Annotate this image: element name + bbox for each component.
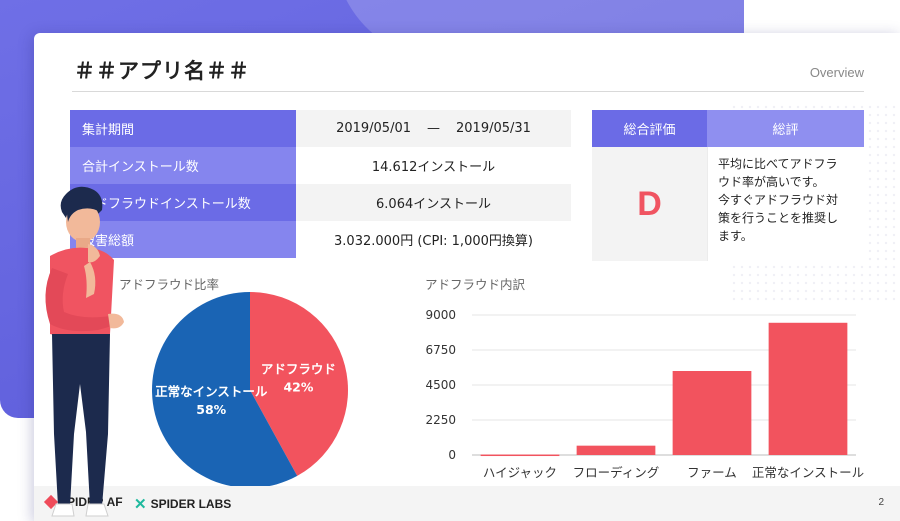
- period-to: 2019/05/31: [456, 121, 531, 136]
- damage-value: 3.032.000円 (CPI: 1,000円換算): [296, 221, 571, 258]
- bar: [576, 445, 656, 455]
- comment-line: ウド率が高いです。: [718, 175, 825, 189]
- comment-line: 今すぐアドフラウド対: [718, 193, 839, 207]
- x-tick-label: 正常なインストール: [752, 465, 864, 480]
- report-slide: ＃＃アプリ名＃＃ Overview 集計期間 2019/05/01 — 2019…: [34, 33, 900, 521]
- period-value: 2019/05/01 — 2019/05/31: [296, 110, 571, 147]
- period-label: 集計期間: [70, 110, 296, 147]
- grade-header: 総合評価: [592, 110, 707, 147]
- y-tick-label: 0: [448, 448, 456, 462]
- y-tick-label: 6750: [425, 343, 456, 357]
- pie-chart-svg: アドフラウド 42% 正常なインストール 58%: [151, 292, 348, 488]
- fraud-installs-label: アドフラウドインストール数: [70, 184, 296, 221]
- x-tick-label: ファーム: [687, 465, 737, 480]
- rating-header: 総合評価 総評: [592, 110, 864, 147]
- fraud-installs-value: 6.064インストール: [296, 184, 571, 221]
- comment-line: 平均に比べてアドフラ: [718, 157, 838, 171]
- bar: [480, 454, 560, 457]
- pie-slice: [151, 292, 298, 488]
- period-separator: —: [427, 121, 440, 136]
- x-tick-label: フローディング: [573, 465, 660, 480]
- pie-chart-title: アドフラウド比率: [119, 277, 220, 292]
- spider-labs-mark-icon: ✕: [134, 496, 147, 513]
- comment-header: 総評: [707, 110, 864, 147]
- page-title: ＃＃アプリ名＃＃: [74, 59, 250, 83]
- bar-chart-svg: 0 2250 4500 6750 9000 ハイジャック フローディング ファーム 正常なインス…: [425, 308, 864, 480]
- row-installs: 合計インストール数 14.612インストール: [70, 147, 571, 184]
- rating-table: 総合評価 総評 D 平均に比べてアドフラ ウド率が高いです。 今すぐアドフラウド…: [592, 110, 864, 261]
- y-tick-label: 9000: [425, 308, 456, 322]
- rating-body: D 平均に比べてアドフラ ウド率が高いです。 今すぐアドフラウド対 策を行うこと…: [592, 147, 864, 261]
- comment-line: 策を行うことを推奨し: [718, 211, 839, 225]
- pie-slice-percent: 42%: [283, 380, 313, 395]
- pie-chart: アドフラウド 42% 正常なインストール 58%: [150, 290, 350, 494]
- bar-chart: 0 2250 4500 6750 9000 ハイジャック フローディング ファーム 正常なインス…: [400, 303, 870, 487]
- y-tick-label: 4500: [425, 378, 456, 392]
- installs-label: 合計インストール数: [70, 147, 296, 184]
- bar: [768, 322, 848, 455]
- pie-slice-label: アドフラウド: [261, 362, 336, 377]
- footer: SPIDER AF ✕ SPIDER LABS 2: [34, 486, 900, 521]
- y-tick-label: 2250: [425, 413, 456, 427]
- x-tick-label: ハイジャック: [483, 465, 557, 480]
- rating-comment: 平均に比べてアドフラ ウド率が高いです。 今すぐアドフラウド対 策を行うことを推…: [707, 147, 864, 261]
- comment-line: ます。: [718, 229, 753, 243]
- row-fraud-installs: アドフラウドインストール数 6.064インストール: [70, 184, 571, 221]
- pie-slice: [250, 292, 348, 476]
- thinking-person-illustration: [45, 186, 124, 517]
- summary-table: 集計期間 2019/05/01 — 2019/05/31 合計インストール数 1…: [70, 110, 571, 258]
- title-divider: [72, 91, 864, 92]
- overview-label: Overview: [809, 65, 864, 80]
- page-number: 2: [878, 497, 884, 508]
- bar: [672, 371, 752, 455]
- bar-chart-title: アドフラウド内訳: [425, 277, 526, 292]
- pie-slice-percent: 58%: [196, 402, 226, 417]
- row-period: 集計期間 2019/05/01 — 2019/05/31: [70, 110, 571, 147]
- grade-value: D: [637, 184, 662, 223]
- damage-label: 被害総額: [70, 221, 296, 258]
- pie-slice-label: 正常なインストール: [155, 384, 268, 399]
- row-damage: 被害総額 3.032.000円 (CPI: 1,000円換算): [70, 221, 571, 258]
- installs-value: 14.612インストール: [296, 147, 571, 184]
- spider-labs-text: SPIDER LABS: [150, 497, 232, 511]
- period-from: 2019/05/01: [336, 121, 411, 136]
- spider-labs-logo: ✕ SPIDER LABS: [134, 495, 231, 513]
